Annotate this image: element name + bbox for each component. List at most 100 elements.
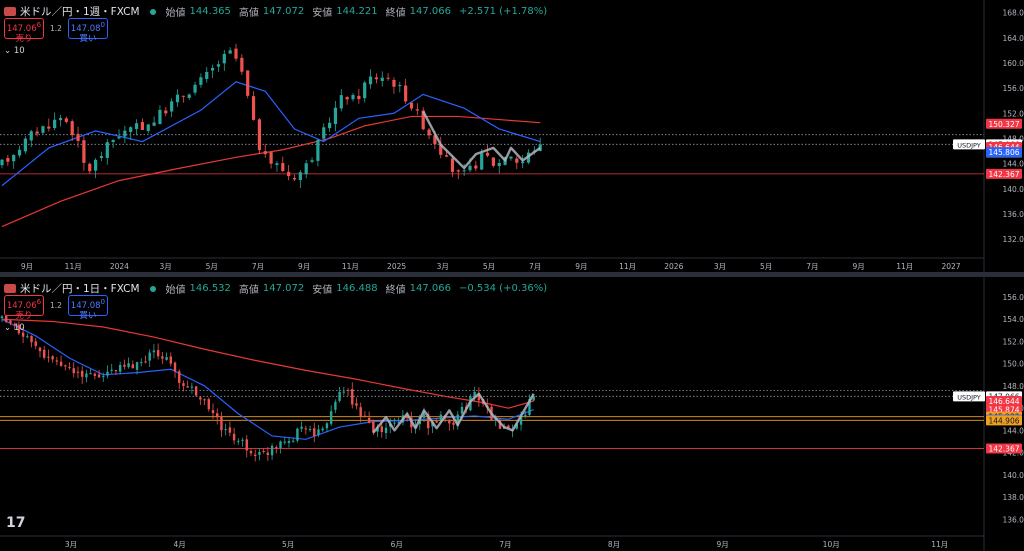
sell-price: 147.06 [6,23,37,34]
candle-body [58,117,63,121]
symbol-title[interactable]: 米ドル／円・1週・FXCM [20,6,140,18]
candle-body [82,140,86,163]
candle-body [474,165,478,169]
candle-body [310,160,314,162]
candle-body [199,77,203,85]
candle-body [321,428,324,431]
buy-button[interactable]: 147.080 買い [67,18,108,44]
candle-body [427,414,430,429]
x-tick-label: 4月 [173,540,185,549]
y-tick-label: 160.000 [1002,59,1024,68]
sell-button[interactable]: 147.066 売り [4,18,44,44]
candle-body [300,426,303,429]
weekly-chart-canvas[interactable]: 132.000 136.000 140.000 144.000 148.000 152.0… [0,0,1024,272]
candle-body [161,356,164,359]
symbol-title[interactable]: 米ドル／円・1日・FXCM [20,283,140,295]
candle-body [0,159,4,166]
candle-body [123,364,126,367]
weekly-chart-pane[interactable]: 132.000 136.000 140.000 144.000 148.000 152.0… [0,0,1024,272]
candle-body [131,364,135,369]
candle-body [372,421,375,433]
candle-body [26,336,29,338]
candle-body [5,315,8,322]
x-tick-label: 2026 [664,262,683,271]
candle-body [266,452,270,456]
daily-chart-canvas[interactable]: 136.000138.000140.000142.000144.000146.0… [0,277,1024,551]
change-value: +2.571 (+1.78%) [458,6,548,17]
tradingview-logo[interactable]: 17 [6,515,26,531]
candle-body [283,441,286,443]
candle-body [445,155,449,157]
candle-body [0,316,4,319]
pattern-drawing-line [372,392,535,434]
x-tick-label: 7月 [529,262,541,271]
usd-jpy-flag-icon [4,284,16,293]
candle-body [392,79,396,87]
indicators-toggle[interactable]: ⌄ 10 [4,323,25,333]
usd-jpy-flag-icon [4,7,16,16]
candle-body [123,130,127,137]
candle-body [93,373,97,376]
candle-body [156,350,160,357]
buy-button[interactable]: 147.080 買い [67,295,108,321]
candle-body [106,371,109,376]
price-label-box [986,415,1022,426]
candle-body [224,429,227,431]
sell-price-sup: 6 [36,20,42,29]
candle-body [398,85,402,87]
candle-body [509,156,513,159]
low-label: 安値 [312,285,333,296]
market-open-icon [149,8,156,15]
open-label: 始値 [165,8,186,19]
candle-body [47,126,51,129]
candle-body [270,445,274,456]
buy-price: 147.08 [70,23,101,34]
close-label: 終値 [385,285,406,296]
spread-value: 1.2 [50,301,62,310]
candle-body [170,101,174,112]
candle-body [317,429,320,436]
candle-body [287,171,291,177]
market-open-icon [149,285,156,292]
indicator-count: 10 [13,323,25,333]
pane-divider[interactable] [0,272,1024,277]
daily-chart-pane[interactable]: 136.000138.000140.000142.000144.000146.0… [0,277,1024,551]
candle-body [216,64,221,67]
candle-body [328,122,332,129]
sell-label: 売り [15,33,33,44]
candle-body [94,159,98,171]
y-tick-label: 156.000 [1002,84,1024,93]
y-tick-label: 136.000 [1002,210,1024,219]
candle-body [468,165,472,171]
candle-body [220,416,223,431]
candle-body [367,417,371,424]
candle-body [346,389,350,391]
candle-body [232,433,236,441]
indicators-toggle[interactable]: ⌄ 10 [4,46,25,56]
high-label: 高値 [238,8,259,19]
candle-body [164,110,168,114]
candle-body [53,119,57,129]
price-label-text: 144.906 [988,416,1019,425]
candle-body [304,428,308,430]
symbol-tag-text: USDJPY [957,393,981,401]
candle-body [351,94,355,100]
sell-button[interactable]: 147.066 売り [4,295,44,321]
candle-body [421,110,425,130]
low-label: 安値 [312,8,333,19]
candle-body [393,422,396,424]
candle-body [30,335,33,343]
candle-body [190,386,194,388]
candle-body [427,129,431,136]
candle-body [338,391,341,401]
high-value: 147.072 [262,283,305,294]
candle-body [275,163,279,165]
candle-body [234,48,238,59]
y-tick-label: 138.000 [1002,493,1024,502]
candle-body [521,161,525,164]
chevron-down-icon: ⌄ [4,323,14,333]
candle-body [298,172,302,181]
price-label-text: 150.327 [988,120,1019,129]
candle-body [99,156,104,158]
y-tick-label: 140.000 [1002,471,1024,480]
